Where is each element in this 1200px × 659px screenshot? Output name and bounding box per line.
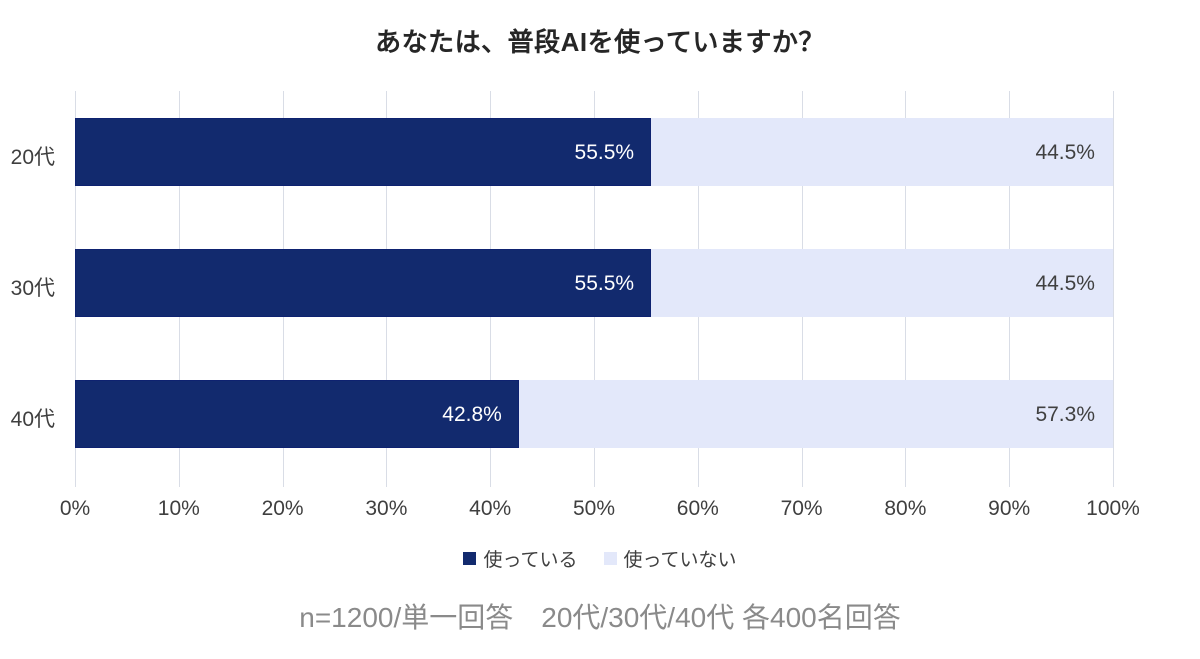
y-axis-label-30dai: 30代 bbox=[10, 277, 55, 300]
bar-segment[interactable]: 42.8% bbox=[75, 380, 519, 448]
bar-segment[interactable]: 44.5% bbox=[651, 118, 1113, 186]
legend-swatch-icon bbox=[463, 552, 477, 565]
bar-row: 55.5% 44.5% bbox=[75, 118, 1113, 186]
gridline-100pct bbox=[1113, 91, 1114, 487]
bar-rows: 55.5% 44.5% 55.5% 44.5% 42.8% 57.3% bbox=[75, 91, 1113, 487]
bar-segment[interactable]: 55.5% bbox=[75, 249, 652, 317]
x-axis-tick-label: 40% bbox=[469, 497, 512, 520]
x-axis-tick-label: 90% bbox=[988, 497, 1031, 520]
x-axis-tick-label: 30% bbox=[365, 497, 408, 520]
legend-label: 使っていない bbox=[623, 550, 737, 571]
legend-item[interactable]: 使っていない bbox=[603, 545, 737, 572]
bar-value-label: 42.8% bbox=[442, 402, 502, 426]
x-axis-tick-label: 50% bbox=[572, 497, 616, 520]
plot-area: 55.5% 44.5% 55.5% 44.5% 42.8% 57.3% bbox=[75, 91, 1114, 487]
bar-segment[interactable]: 55.5% bbox=[75, 118, 652, 186]
x-axis-tick-labels: 0% 10% 20% 30% 40% 50% 60% 70% 80% 90% 100% bbox=[60, 497, 1140, 527]
bar-segment[interactable]: 44.5% bbox=[651, 249, 1113, 317]
bar-row: 42.8% 57.3% bbox=[75, 380, 1113, 448]
bar-row: 55.5% 44.5% bbox=[75, 249, 1113, 317]
bar-value-label: 55.5% bbox=[574, 140, 635, 164]
x-axis-tick-label: 60% bbox=[676, 497, 719, 520]
bar-value-label: 57.3% bbox=[1035, 402, 1095, 426]
chart-title: あなたは、普段AIを使っていますか？ bbox=[375, 27, 825, 57]
y-axis-label-40dai: 40代 bbox=[10, 408, 55, 431]
legend-label: 使っている bbox=[483, 550, 578, 571]
bar-value-label: 55.5% bbox=[574, 271, 635, 295]
y-axis-category-labels: 20代 30代 40代 bbox=[0, 91, 68, 487]
x-axis-tick-label: 70% bbox=[780, 497, 823, 520]
x-axis-tick-label: 80% bbox=[884, 497, 927, 520]
y-axis-label-20dai: 20代 bbox=[10, 146, 55, 169]
x-axis-tick-label: 20% bbox=[261, 497, 304, 520]
chart-legend: 使っている 使っていない bbox=[0, 545, 1200, 572]
x-axis-tick-label: 100% bbox=[1086, 497, 1140, 520]
x-axis-tick-label: 10% bbox=[157, 497, 200, 520]
legend-swatch-icon bbox=[603, 552, 617, 565]
bar-value-label: 44.5% bbox=[1035, 271, 1095, 295]
bar-segment[interactable]: 57.3% bbox=[518, 380, 1113, 448]
bar-value-label: 44.5% bbox=[1035, 140, 1095, 164]
chart-footnote: n=1200/単一回答 20代/30代/40代 各400名回答 bbox=[299, 602, 901, 633]
legend-item[interactable]: 使っている bbox=[463, 545, 578, 572]
x-axis-tick-label: 0% bbox=[59, 497, 91, 520]
